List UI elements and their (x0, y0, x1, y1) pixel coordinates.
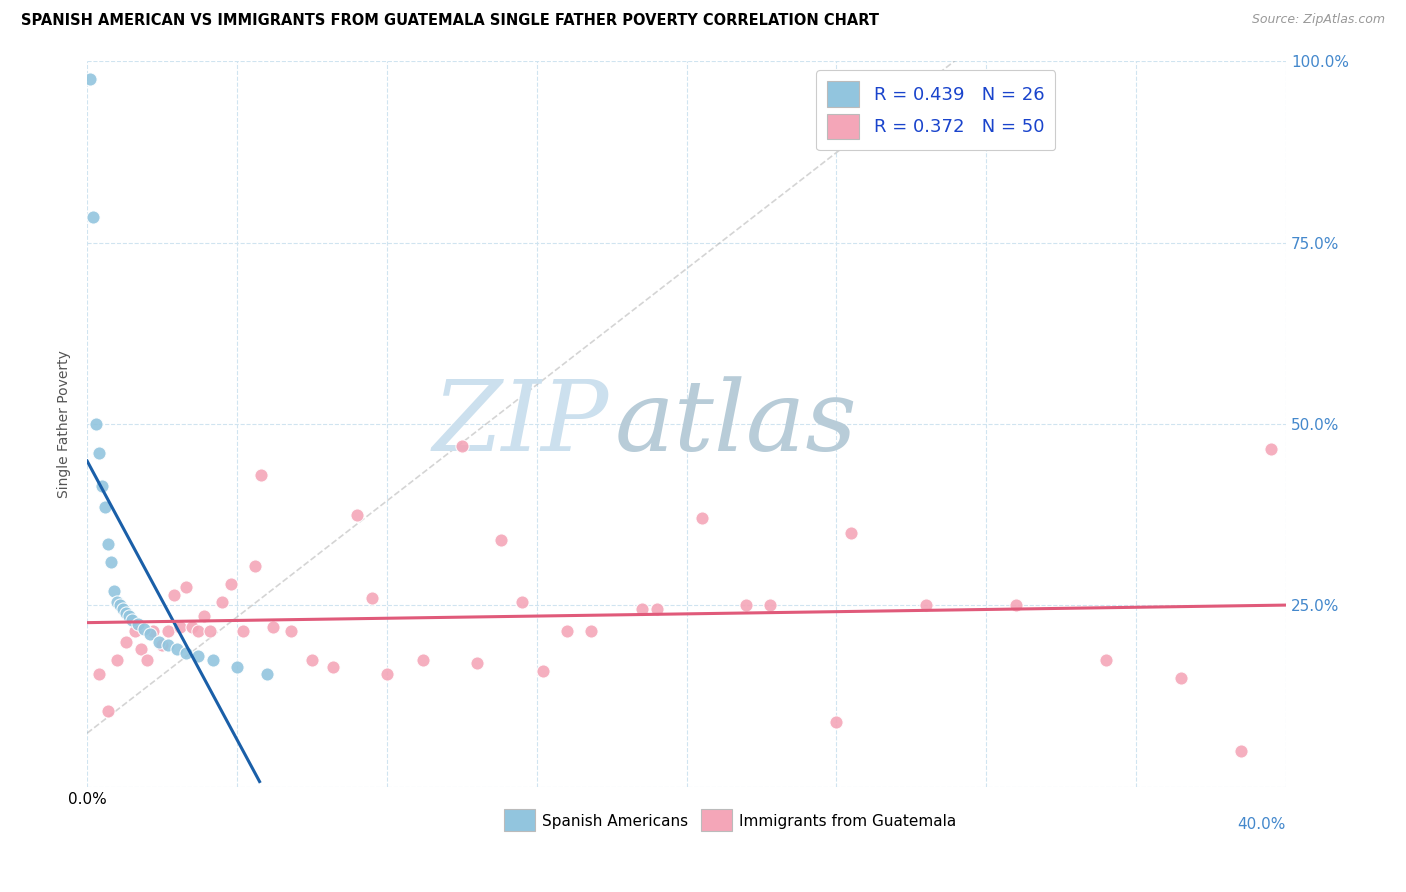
Point (202, 653, 225, 667)
Text: SPANISH AMERICAN VS IMMIGRANTS FROM GUATEMALA SINGLE FATHER POVERTY CORRELATION : SPANISH AMERICAN VS IMMIGRANTS FROM GUAT… (21, 13, 879, 29)
Point (841, 525, 863, 540)
Point (163, 588, 186, 602)
Point (174, 646, 197, 660)
Text: atlas: atlas (614, 376, 858, 472)
Point (375, 667, 398, 681)
Point (322, 660, 344, 674)
Point (280, 624, 302, 638)
Point (211, 595, 233, 609)
Point (1005, 599, 1028, 613)
Point (139, 627, 162, 641)
Point (256, 667, 278, 681)
Point (105, 595, 128, 609)
Point (94, 500, 117, 515)
Point (166, 642, 188, 657)
Point (97, 537, 120, 551)
Point (103, 583, 125, 598)
Text: Immigrants from Guatemala: Immigrants from Guatemala (738, 814, 956, 830)
Point (157, 638, 180, 652)
Point (82, 210, 104, 224)
Point (690, 511, 713, 525)
Point (157, 624, 180, 638)
Point (1230, 743, 1253, 757)
Legend: R = 0.439   N = 26, R = 0.372   N = 50: R = 0.439 N = 26, R = 0.372 N = 50 (815, 70, 1054, 150)
Point (118, 609, 141, 624)
Point (89, 667, 111, 681)
Point (132, 622, 155, 636)
Point (262, 620, 284, 634)
Y-axis label: Single Father Poverty: Single Father Poverty (58, 350, 72, 498)
Point (129, 642, 152, 657)
Text: Source: ZipAtlas.com: Source: ZipAtlas.com (1251, 13, 1385, 27)
Point (91, 478, 114, 492)
Point (97, 704, 120, 718)
Point (127, 616, 149, 631)
Point (531, 664, 554, 678)
Point (198, 624, 221, 638)
Point (89, 446, 111, 460)
Point (346, 508, 368, 522)
Point (510, 595, 533, 609)
Point (465, 657, 488, 671)
Point (360, 591, 382, 606)
Point (174, 580, 197, 594)
Point (84, 417, 107, 431)
Point (226, 660, 249, 674)
Point (136, 653, 159, 667)
Point (150, 638, 173, 652)
Text: 40.0%: 40.0% (1237, 817, 1286, 832)
Point (759, 599, 782, 613)
Point (219, 576, 242, 591)
Point (115, 606, 138, 620)
Point (915, 599, 938, 613)
Point (301, 653, 323, 667)
Point (105, 653, 128, 667)
Point (148, 634, 170, 648)
Point (450, 439, 472, 453)
Point (169, 620, 191, 634)
Point (250, 467, 273, 482)
Point (187, 649, 209, 664)
Point (645, 602, 668, 616)
Point (112, 602, 135, 616)
Point (630, 602, 652, 616)
Point (489, 533, 512, 547)
Point (555, 624, 578, 638)
Point (1170, 671, 1192, 685)
Point (735, 599, 758, 613)
Point (108, 599, 131, 613)
Point (412, 653, 434, 667)
Point (121, 613, 143, 627)
Point (79, 72, 101, 87)
Point (142, 624, 165, 638)
Point (124, 624, 146, 638)
Point (825, 714, 848, 729)
Point (1260, 442, 1282, 457)
Point (181, 620, 204, 634)
Point (115, 634, 138, 648)
Text: Spanish Americans: Spanish Americans (541, 814, 688, 830)
Point (579, 624, 602, 638)
Point (232, 624, 254, 638)
Text: ZIP: ZIP (433, 376, 609, 472)
Point (1095, 653, 1118, 667)
Point (243, 558, 266, 573)
Point (100, 555, 122, 569)
Point (193, 609, 215, 624)
Point (187, 624, 209, 638)
